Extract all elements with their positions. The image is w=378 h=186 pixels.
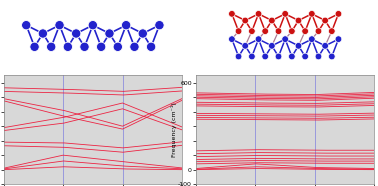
Circle shape [249,53,255,60]
Circle shape [288,28,295,34]
Circle shape [80,42,89,52]
Circle shape [130,42,139,52]
Circle shape [262,28,268,34]
Circle shape [322,17,328,24]
Circle shape [295,42,302,49]
Circle shape [315,28,322,34]
Circle shape [322,42,328,49]
Circle shape [302,53,308,60]
Circle shape [105,29,114,38]
Circle shape [282,11,288,17]
Circle shape [302,28,308,34]
Circle shape [30,42,39,52]
Circle shape [96,42,106,52]
Circle shape [249,28,255,34]
Circle shape [335,36,342,42]
Circle shape [268,17,275,24]
Circle shape [88,20,98,30]
Circle shape [229,11,235,17]
Circle shape [71,29,81,38]
Circle shape [282,36,288,42]
Circle shape [55,20,64,30]
Circle shape [288,53,295,60]
Y-axis label: Frequency (cm⁻¹): Frequency (cm⁻¹) [171,102,177,157]
Circle shape [38,29,48,38]
Circle shape [328,53,335,60]
Circle shape [113,42,122,52]
Circle shape [138,29,147,38]
Circle shape [121,20,131,30]
Circle shape [229,36,235,42]
Circle shape [46,42,56,52]
Circle shape [242,17,249,24]
Circle shape [335,11,342,17]
Circle shape [22,20,31,30]
Circle shape [255,36,262,42]
Circle shape [295,17,302,24]
Circle shape [235,28,242,34]
Circle shape [155,20,164,30]
Circle shape [328,28,335,34]
Circle shape [268,42,275,49]
Circle shape [308,36,315,42]
Circle shape [63,42,73,52]
Circle shape [235,53,242,60]
Circle shape [308,11,315,17]
Circle shape [315,53,322,60]
Circle shape [255,11,262,17]
Circle shape [262,53,268,60]
Circle shape [275,28,282,34]
Circle shape [275,53,282,60]
Circle shape [242,42,249,49]
Circle shape [146,42,156,52]
